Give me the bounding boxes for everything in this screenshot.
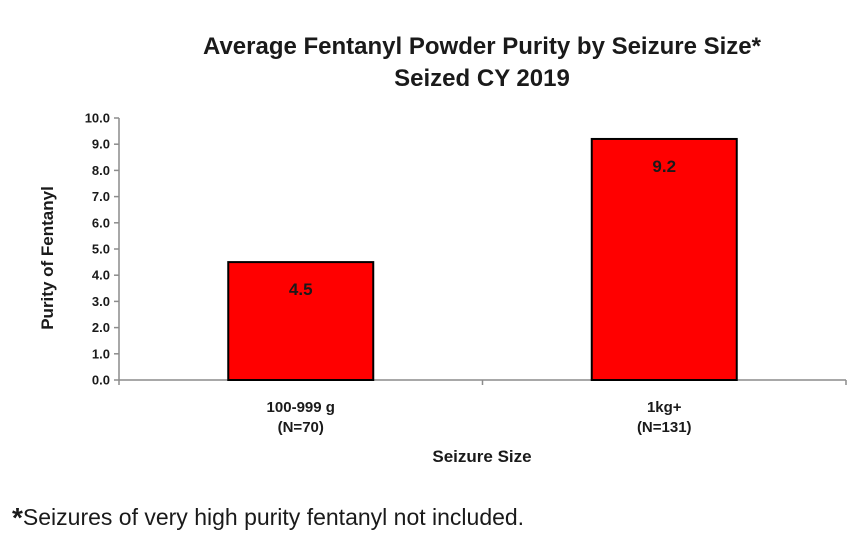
y-tick-label: 10.0 [85,111,110,126]
footnote: *Seizures of very high purity fentanyl n… [12,500,525,533]
y-tick-label: 9.0 [92,137,110,152]
y-tick-label: 0.0 [92,373,110,388]
chart-title-line: Seized CY 2019 [394,65,570,92]
x-category-label: 1kg+ [647,399,682,416]
bar [590,137,738,381]
y-axis-title: Purity of Fentanyl [38,186,57,330]
x-axis-title: Seizure Size [432,447,531,466]
bar [227,261,375,382]
y-tick-label: 1.0 [92,346,110,361]
category-labels: 100-999 g (N=70) 1kg+ (N=131) [267,399,692,436]
x-category-sublabel: (N=131) [637,419,692,436]
bar-value-label: 9.2 [652,157,676,176]
data-labels: 4.5 9.2 [289,157,676,299]
y-tick-label: 7.0 [92,189,110,204]
y-tick-label: 6.0 [92,215,110,230]
footnote-marker: * [12,502,23,533]
x-category-label: 100-999 g [267,399,335,416]
bar-value-label: 4.5 [289,280,313,299]
bars [227,137,738,382]
y-tick-label: 8.0 [92,163,110,178]
x-category-sublabel: (N=70) [278,419,324,436]
footnote-text: Seizures of very high purity fentanyl no… [22,504,525,530]
y-axis-ticks: 0.0 1.0 2.0 3.0 4.0 5.0 6.0 7.0 8.0 9.0 10.0 [85,111,119,388]
y-tick-label: 4.0 [92,268,110,283]
y-tick-label: 2.0 [92,320,110,335]
y-tick-label: 5.0 [92,242,110,257]
chart-title: Average Fentanyl Powder Purity by Seizur… [203,33,762,92]
y-tick-label: 3.0 [92,294,110,309]
chart-title-line: Average Fentanyl Powder Purity by Seizur… [203,33,762,60]
